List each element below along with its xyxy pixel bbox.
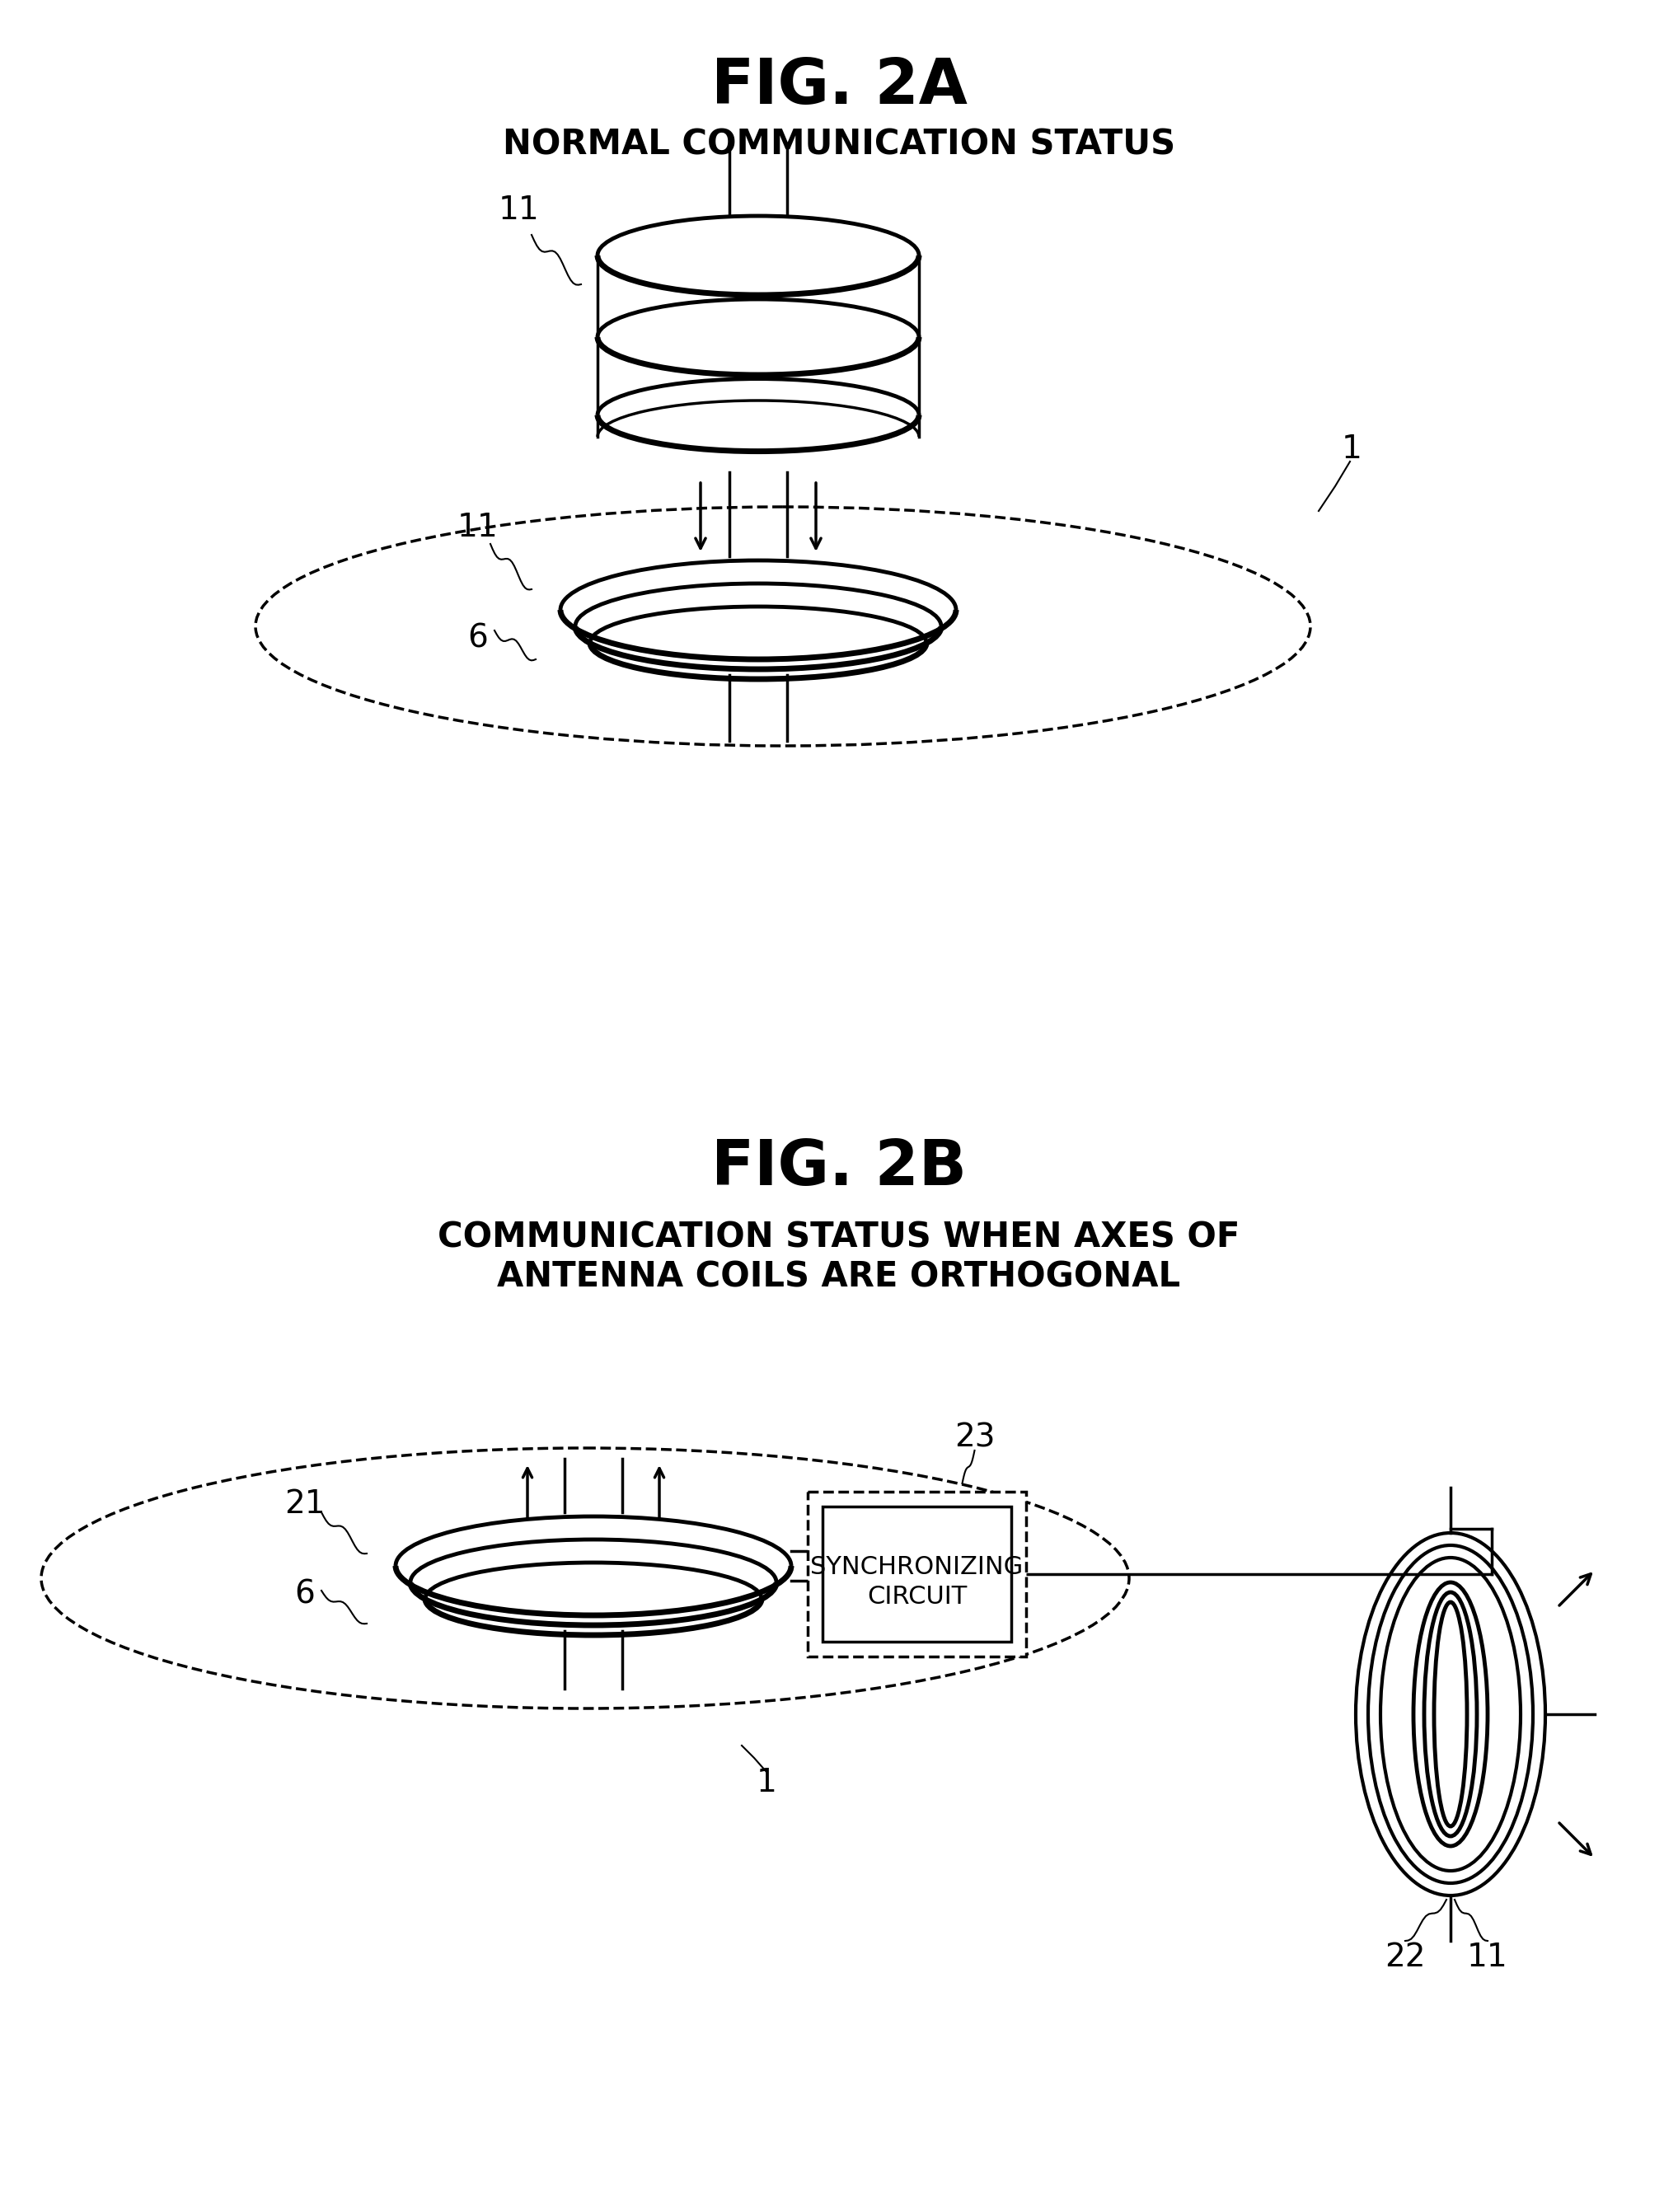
Bar (822, 1506, 1012, 1641)
Text: 23: 23 (955, 1422, 995, 1453)
Text: 1: 1 (1341, 434, 1363, 465)
Ellipse shape (1435, 1601, 1467, 1827)
Text: COMMUNICATION STATUS WHEN AXES OF
ANTENNA COILS ARE ORTHOGONAL: COMMUNICATION STATUS WHEN AXES OF ANTENN… (438, 1219, 1240, 1294)
Ellipse shape (1368, 1546, 1534, 1882)
Text: FIG. 2A: FIG. 2A (711, 55, 967, 117)
Text: 1: 1 (757, 1767, 777, 1798)
Ellipse shape (1356, 1533, 1545, 1896)
Text: FIG. 2B: FIG. 2B (711, 1137, 967, 1199)
Text: 11: 11 (498, 195, 540, 226)
Text: 6: 6 (295, 1579, 315, 1610)
Ellipse shape (1381, 1557, 1520, 1871)
Ellipse shape (1413, 1582, 1488, 1847)
Text: 11: 11 (458, 511, 498, 544)
Text: 22: 22 (1384, 1942, 1426, 1973)
Text: 21: 21 (285, 1489, 326, 1520)
Text: NORMAL COMMUNICATION STATUS: NORMAL COMMUNICATION STATUS (503, 128, 1175, 161)
Ellipse shape (1425, 1593, 1477, 1836)
Bar (807, 1491, 1025, 1657)
Text: SYNCHRONIZING: SYNCHRONIZING (810, 1555, 1024, 1579)
Text: 6: 6 (468, 624, 488, 655)
Text: 11: 11 (1467, 1942, 1509, 1973)
Text: CIRCUIT: CIRCUIT (868, 1586, 967, 1608)
